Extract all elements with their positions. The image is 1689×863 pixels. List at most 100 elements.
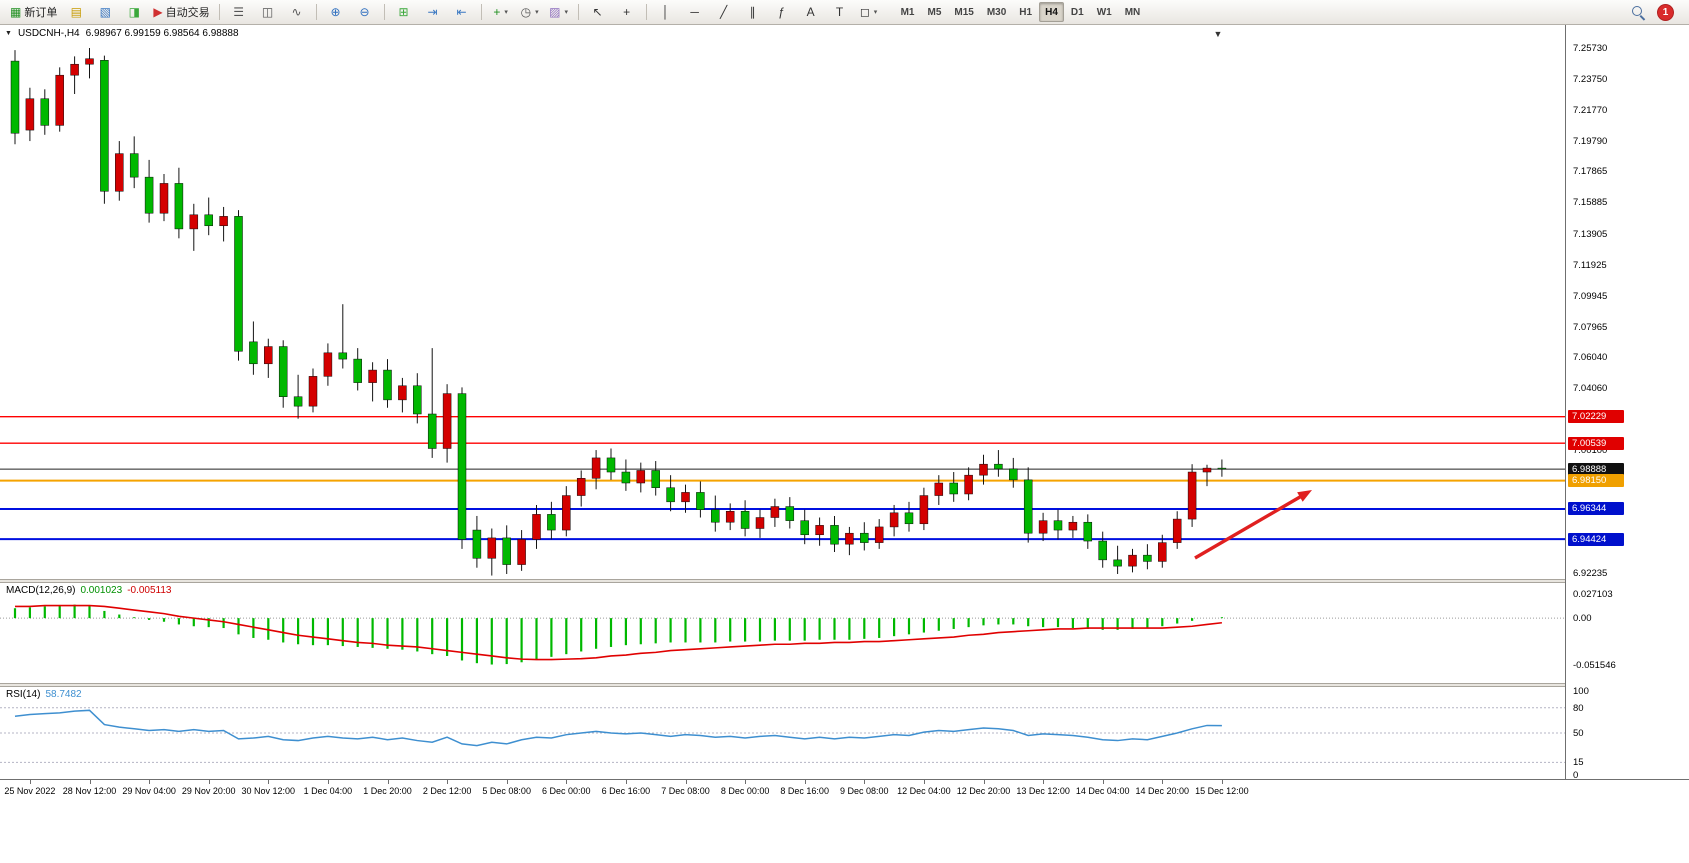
channel-button[interactable]: ∥ xyxy=(739,1,767,23)
toolbar-separator xyxy=(218,4,220,20)
candle-body xyxy=(204,214,213,227)
level-price-tag[interactable]: 7.00539 xyxy=(1568,436,1624,450)
rsi-value: 58.7482 xyxy=(45,689,82,700)
scale-tick-label: 0.027103 xyxy=(1573,588,1613,600)
time-axis-label: 15 Dec 12:00 xyxy=(1195,786,1249,796)
candle-body xyxy=(979,463,988,476)
timeframe-m5-button[interactable]: M5 xyxy=(927,6,942,18)
panel-separator[interactable] xyxy=(0,579,1689,583)
rsi-chart-svg[interactable] xyxy=(0,687,1565,779)
timeframe-w1-button[interactable]: W1 xyxy=(1096,6,1112,18)
candle-body xyxy=(1172,518,1182,543)
time-axis-label: 14 Dec 04:00 xyxy=(1075,786,1130,796)
terminal-button[interactable]: ◨ xyxy=(120,1,148,23)
candle-body xyxy=(964,474,973,495)
chart-shift-button[interactable]: ⇤ xyxy=(448,1,476,23)
time-axis-label: 28 Nov 12:00 xyxy=(62,786,117,796)
timeframe-mn-button[interactable]: MN xyxy=(1124,6,1141,18)
time-axis[interactable]: 25 Nov 2022 28 Nov 12:00 29 Nov 04:00 29 No… xyxy=(0,779,1689,802)
horizontal-line-button[interactable]: ─ xyxy=(681,1,709,23)
macd-panel[interactable]: MACD(12,26,9) 0.001023 -0.005113 xyxy=(0,583,1565,683)
navigator-button[interactable]: ▧ xyxy=(91,1,119,23)
macd-chart-svg[interactable] xyxy=(0,583,1565,683)
timeframe-toolbar: M1 M5 M15 M30 H1 H4 D1 W1 MN xyxy=(895,2,1147,22)
trendline-button[interactable]: ╱ xyxy=(710,1,738,23)
auto-trading-button[interactable]: ▶ 自动交易 xyxy=(149,1,213,23)
price-chart-svg[interactable]: ▼ xyxy=(0,25,1565,579)
tile-windows-button[interactable]: ⊞ xyxy=(390,1,418,23)
time-axis-label: 2 Dec 12:00 xyxy=(422,786,472,796)
time-axis-label: 6 Dec 00:00 xyxy=(542,786,591,796)
candlestick-chart-button[interactable]: ◫ xyxy=(254,1,282,23)
line-chart-button[interactable]: ∿ xyxy=(283,1,311,23)
text-icon: A xyxy=(806,5,815,19)
rsi-panel[interactable]: RSI(14) 58.7482 xyxy=(0,687,1565,779)
candle-body xyxy=(621,471,631,484)
time-axis-tick xyxy=(745,780,747,784)
candle-body xyxy=(889,512,899,528)
vertical-line-button[interactable]: │ xyxy=(652,1,680,23)
timeframe-h1-button[interactable]: H1 xyxy=(1019,6,1033,18)
candle-body xyxy=(278,346,288,397)
candle-body xyxy=(472,529,482,559)
candle-body xyxy=(144,176,154,214)
candle-body xyxy=(368,369,377,383)
time-axis-tick xyxy=(566,780,568,784)
timeframe-d1-button[interactable]: D1 xyxy=(1070,6,1084,18)
time-axis-tick xyxy=(29,780,31,784)
indicators-button[interactable]: + ▾ xyxy=(487,1,515,23)
level-price-tag[interactable]: 7.02229 xyxy=(1568,410,1624,424)
zoom-out-icon: ⊖ xyxy=(359,5,370,19)
candle-body xyxy=(1023,479,1033,534)
time-axis-tick xyxy=(983,780,985,784)
timeframe-h4-button[interactable]: H4 xyxy=(1039,2,1064,22)
panel-separator[interactable] xyxy=(0,683,1689,687)
zoom-in-button[interactable]: ⊕ xyxy=(322,1,350,23)
text-button[interactable]: A xyxy=(797,1,825,23)
candle-body xyxy=(353,358,362,383)
candlestick-chart-icon: ◫ xyxy=(261,5,274,19)
new-order-button[interactable]: ▦ 新订单 xyxy=(6,1,61,23)
templates-icon: ▨ xyxy=(549,5,561,19)
periods-icon: ◷ xyxy=(520,5,532,19)
trend-arrow[interactable] xyxy=(1194,492,1306,560)
notification-badge[interactable]: 1 xyxy=(1658,4,1673,20)
timeframe-m15-button[interactable]: M15 xyxy=(954,6,974,18)
crosshair-button[interactable]: + xyxy=(613,1,641,23)
fibonacci-button[interactable]: ƒ xyxy=(768,1,796,23)
one-click-trading-toggle[interactable]: ▼ xyxy=(5,30,12,37)
level-price-tag[interactable]: 6.98150 xyxy=(1568,474,1624,488)
cursor-button[interactable]: ↖ xyxy=(584,1,612,23)
time-axis-label: 25 Nov 2022 xyxy=(4,786,56,796)
scale-tick-label: -0.051546 xyxy=(1573,659,1616,671)
level-price-tag[interactable]: 6.94424 xyxy=(1568,532,1624,546)
timeframe-m1-button[interactable]: M1 xyxy=(900,6,915,18)
candle-body xyxy=(457,393,467,540)
candle-body xyxy=(427,413,437,449)
candle-body xyxy=(1113,559,1122,567)
timeframe-m30-button[interactable]: M30 xyxy=(986,6,1007,18)
search-icon[interactable] xyxy=(1631,5,1646,20)
zoom-out-button[interactable]: ⊖ xyxy=(351,1,379,23)
candle-body xyxy=(666,487,675,503)
chart-shift-marker[interactable]: ▼ xyxy=(1214,29,1223,39)
candle-body xyxy=(711,509,720,523)
shapes-button[interactable]: ◻ ▾ xyxy=(855,1,883,23)
templates-button[interactable]: ▨ ▾ xyxy=(545,1,573,23)
candle-body xyxy=(1128,554,1137,567)
new-order-icon: ▦ xyxy=(10,5,22,19)
scale-tick-label: 7.07965 xyxy=(1573,321,1608,333)
label-button[interactable]: T xyxy=(826,1,854,23)
auto-scroll-button[interactable]: ⇥ xyxy=(419,1,447,23)
price-panel[interactable]: ▼ ▼ USDCNH-,H4 6.98967 6.99159 6.98564 6… xyxy=(0,25,1565,579)
market-watch-button[interactable]: ▤ xyxy=(62,1,90,23)
scale-tick-label: 7.00100 xyxy=(1573,445,1608,457)
current-price-tag[interactable]: 6.98888 xyxy=(1568,462,1624,476)
candle-body xyxy=(755,517,765,529)
candle-body xyxy=(85,58,94,65)
bar-chart-button[interactable]: ☰ xyxy=(225,1,253,23)
periods-button[interactable]: ◷ ▾ xyxy=(516,1,544,23)
chart-header: ▼ USDCNH-,H4 6.98967 6.99159 6.98564 6.9… xyxy=(5,28,239,39)
level-price-tag[interactable]: 6.96344 xyxy=(1568,502,1624,516)
price-scale[interactable]: 7.25730 7.23750 7.21770 7.19790 7.17865 7.158… xyxy=(1565,25,1689,781)
